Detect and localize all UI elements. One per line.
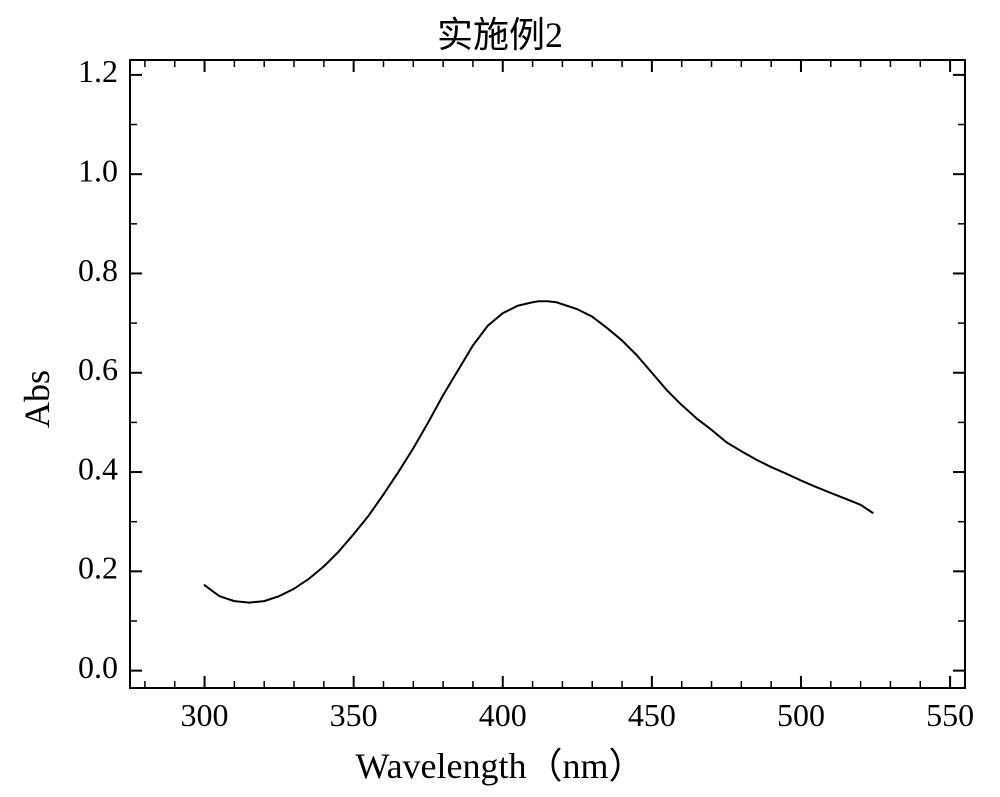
y-tick-label: 0.2 bbox=[78, 550, 118, 586]
chart-plot: 300 350 400 450 500 550 0.0 0.2 0.4 0.6 0.8 1.0 1.2 bbox=[0, 0, 1000, 797]
y-tick-label: 0.8 bbox=[78, 252, 118, 288]
y-tick-label: 1.2 bbox=[78, 53, 118, 89]
x-axis-label: Wavelength（nm） bbox=[0, 737, 1000, 789]
data-series-line bbox=[205, 301, 873, 602]
y-tick-label: 0.0 bbox=[78, 649, 118, 685]
x-tick-label: 300 bbox=[181, 697, 229, 733]
chart-title: 实施例2 bbox=[0, 6, 1000, 58]
y-axis-label: Abs bbox=[16, 369, 58, 427]
x-tick-label: 550 bbox=[926, 697, 974, 733]
x-tick-label: 500 bbox=[777, 697, 825, 733]
figure-container: 实施例2 Abs Wavelength（nm） 300 350 400 450 500 5… bbox=[0, 0, 1000, 797]
y-tick-label: 0.4 bbox=[78, 450, 118, 486]
x-tick-label: 350 bbox=[330, 697, 378, 733]
x-tick-label: 400 bbox=[479, 697, 527, 733]
y-tick-label: 0.6 bbox=[78, 351, 118, 387]
y-tick-label: 1.0 bbox=[78, 153, 118, 189]
x-tick-label: 450 bbox=[628, 697, 676, 733]
